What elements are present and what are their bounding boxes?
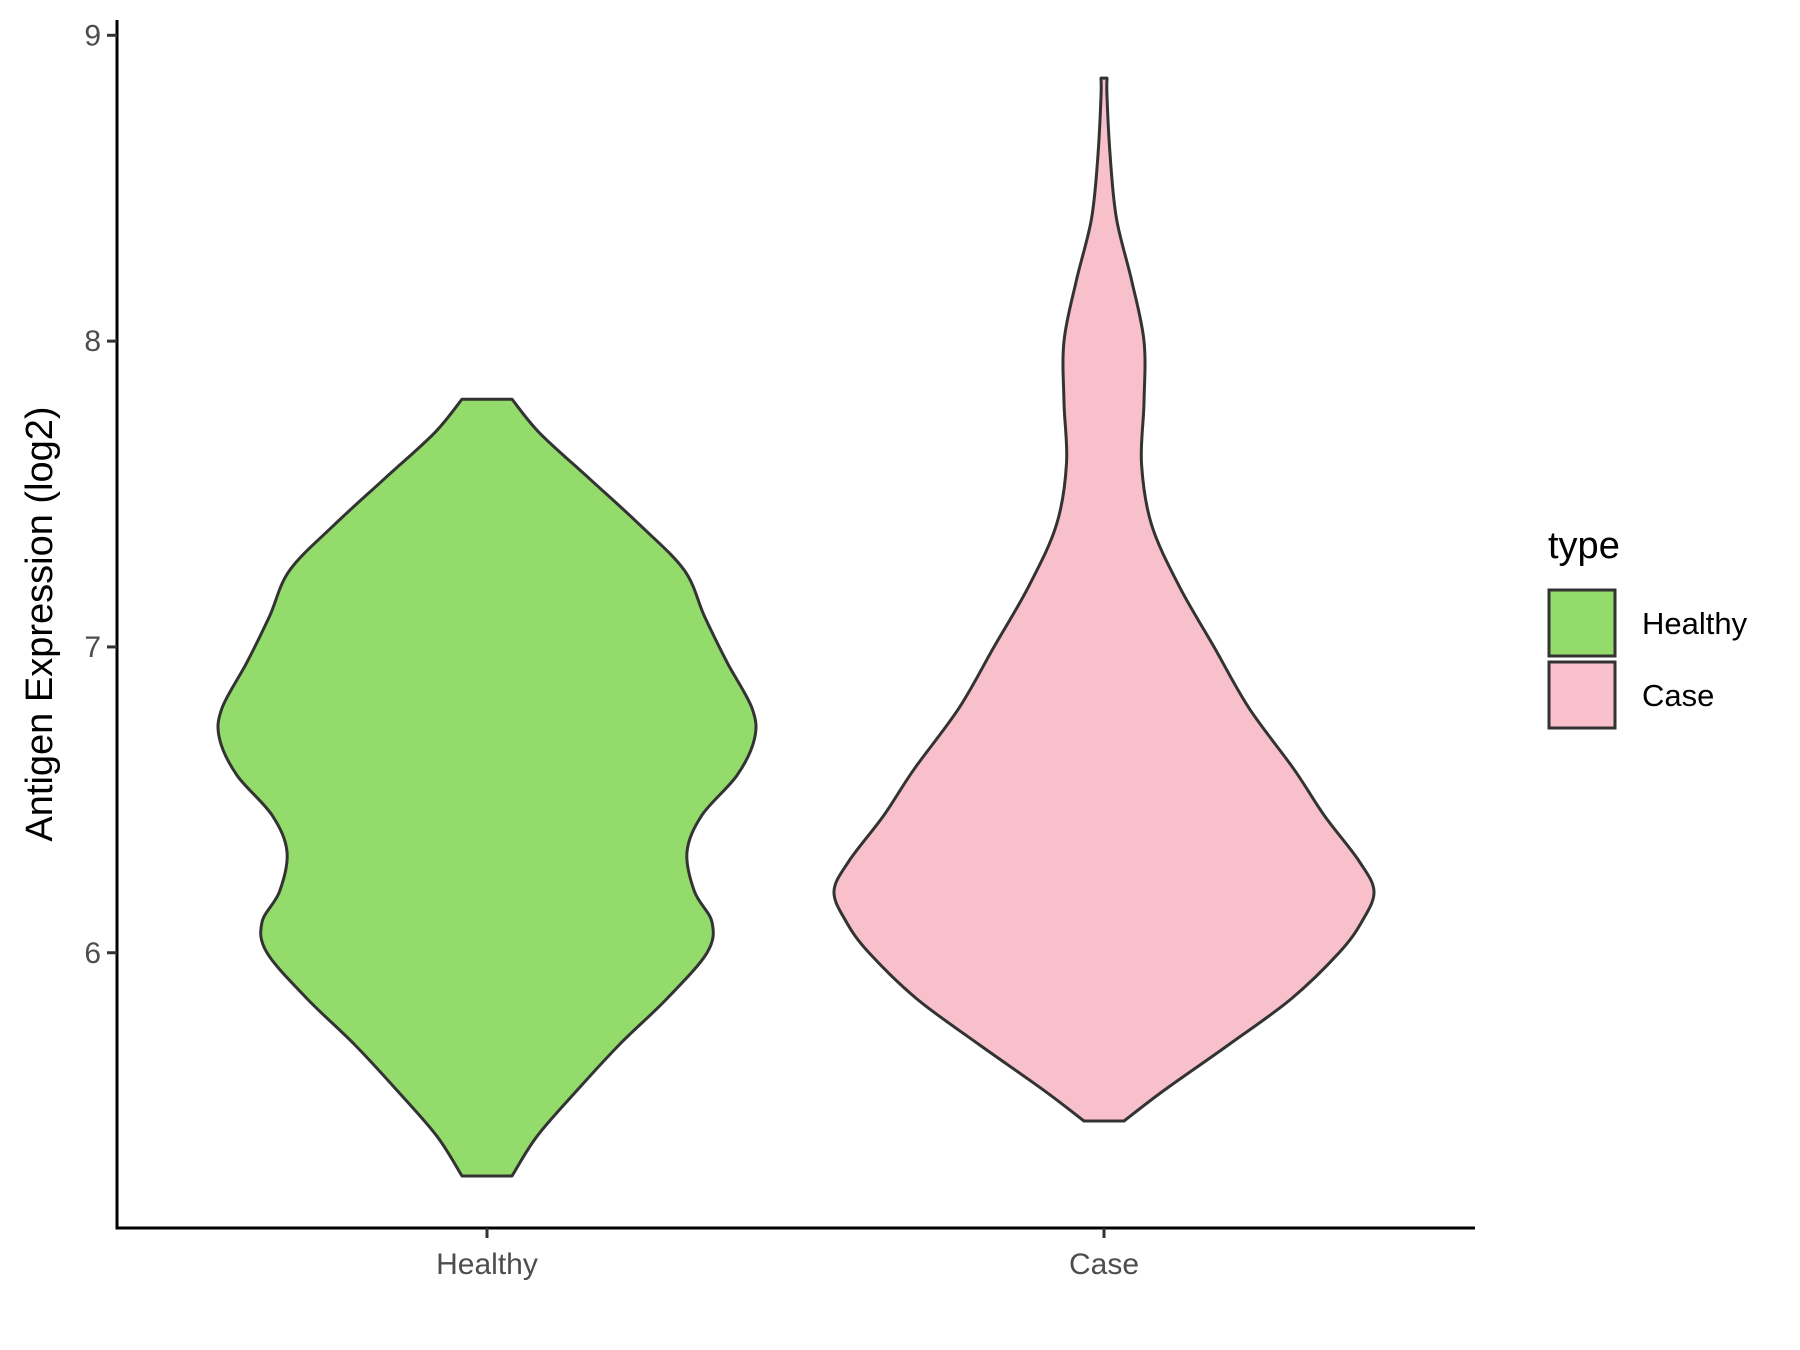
- legend-label-healthy: Healthy: [1642, 606, 1748, 641]
- x-tick-label-healthy: Healthy: [436, 1248, 538, 1281]
- legend-swatch-case: [1547, 660, 1617, 730]
- legend-entries: Healthy Case: [1547, 588, 1748, 730]
- legend-swatch-healthy: [1547, 588, 1617, 658]
- y-tick-label: 8: [84, 325, 101, 358]
- y-axis-title: Antigen Expression (log2): [19, 406, 61, 841]
- violin-case: [832, 76, 1376, 1123]
- y-tick-label: 7: [84, 631, 101, 664]
- axes: 6 7 8 9 Healthy Case: [84, 19, 1475, 1281]
- violin-healthy: [216, 397, 758, 1178]
- x-ticks: Healthy Case: [436, 1228, 1139, 1281]
- legend: type Healthy Case: [1547, 525, 1748, 730]
- x-tick-label-case: Case: [1069, 1248, 1139, 1281]
- y-tick-label: 6: [84, 937, 101, 970]
- y-tick-label: 9: [84, 19, 101, 52]
- legend-label-case: Case: [1642, 678, 1714, 713]
- violin-layer: [216, 76, 1376, 1178]
- y-ticks: 6 7 8 9: [84, 19, 117, 970]
- legend-title: type: [1548, 525, 1620, 567]
